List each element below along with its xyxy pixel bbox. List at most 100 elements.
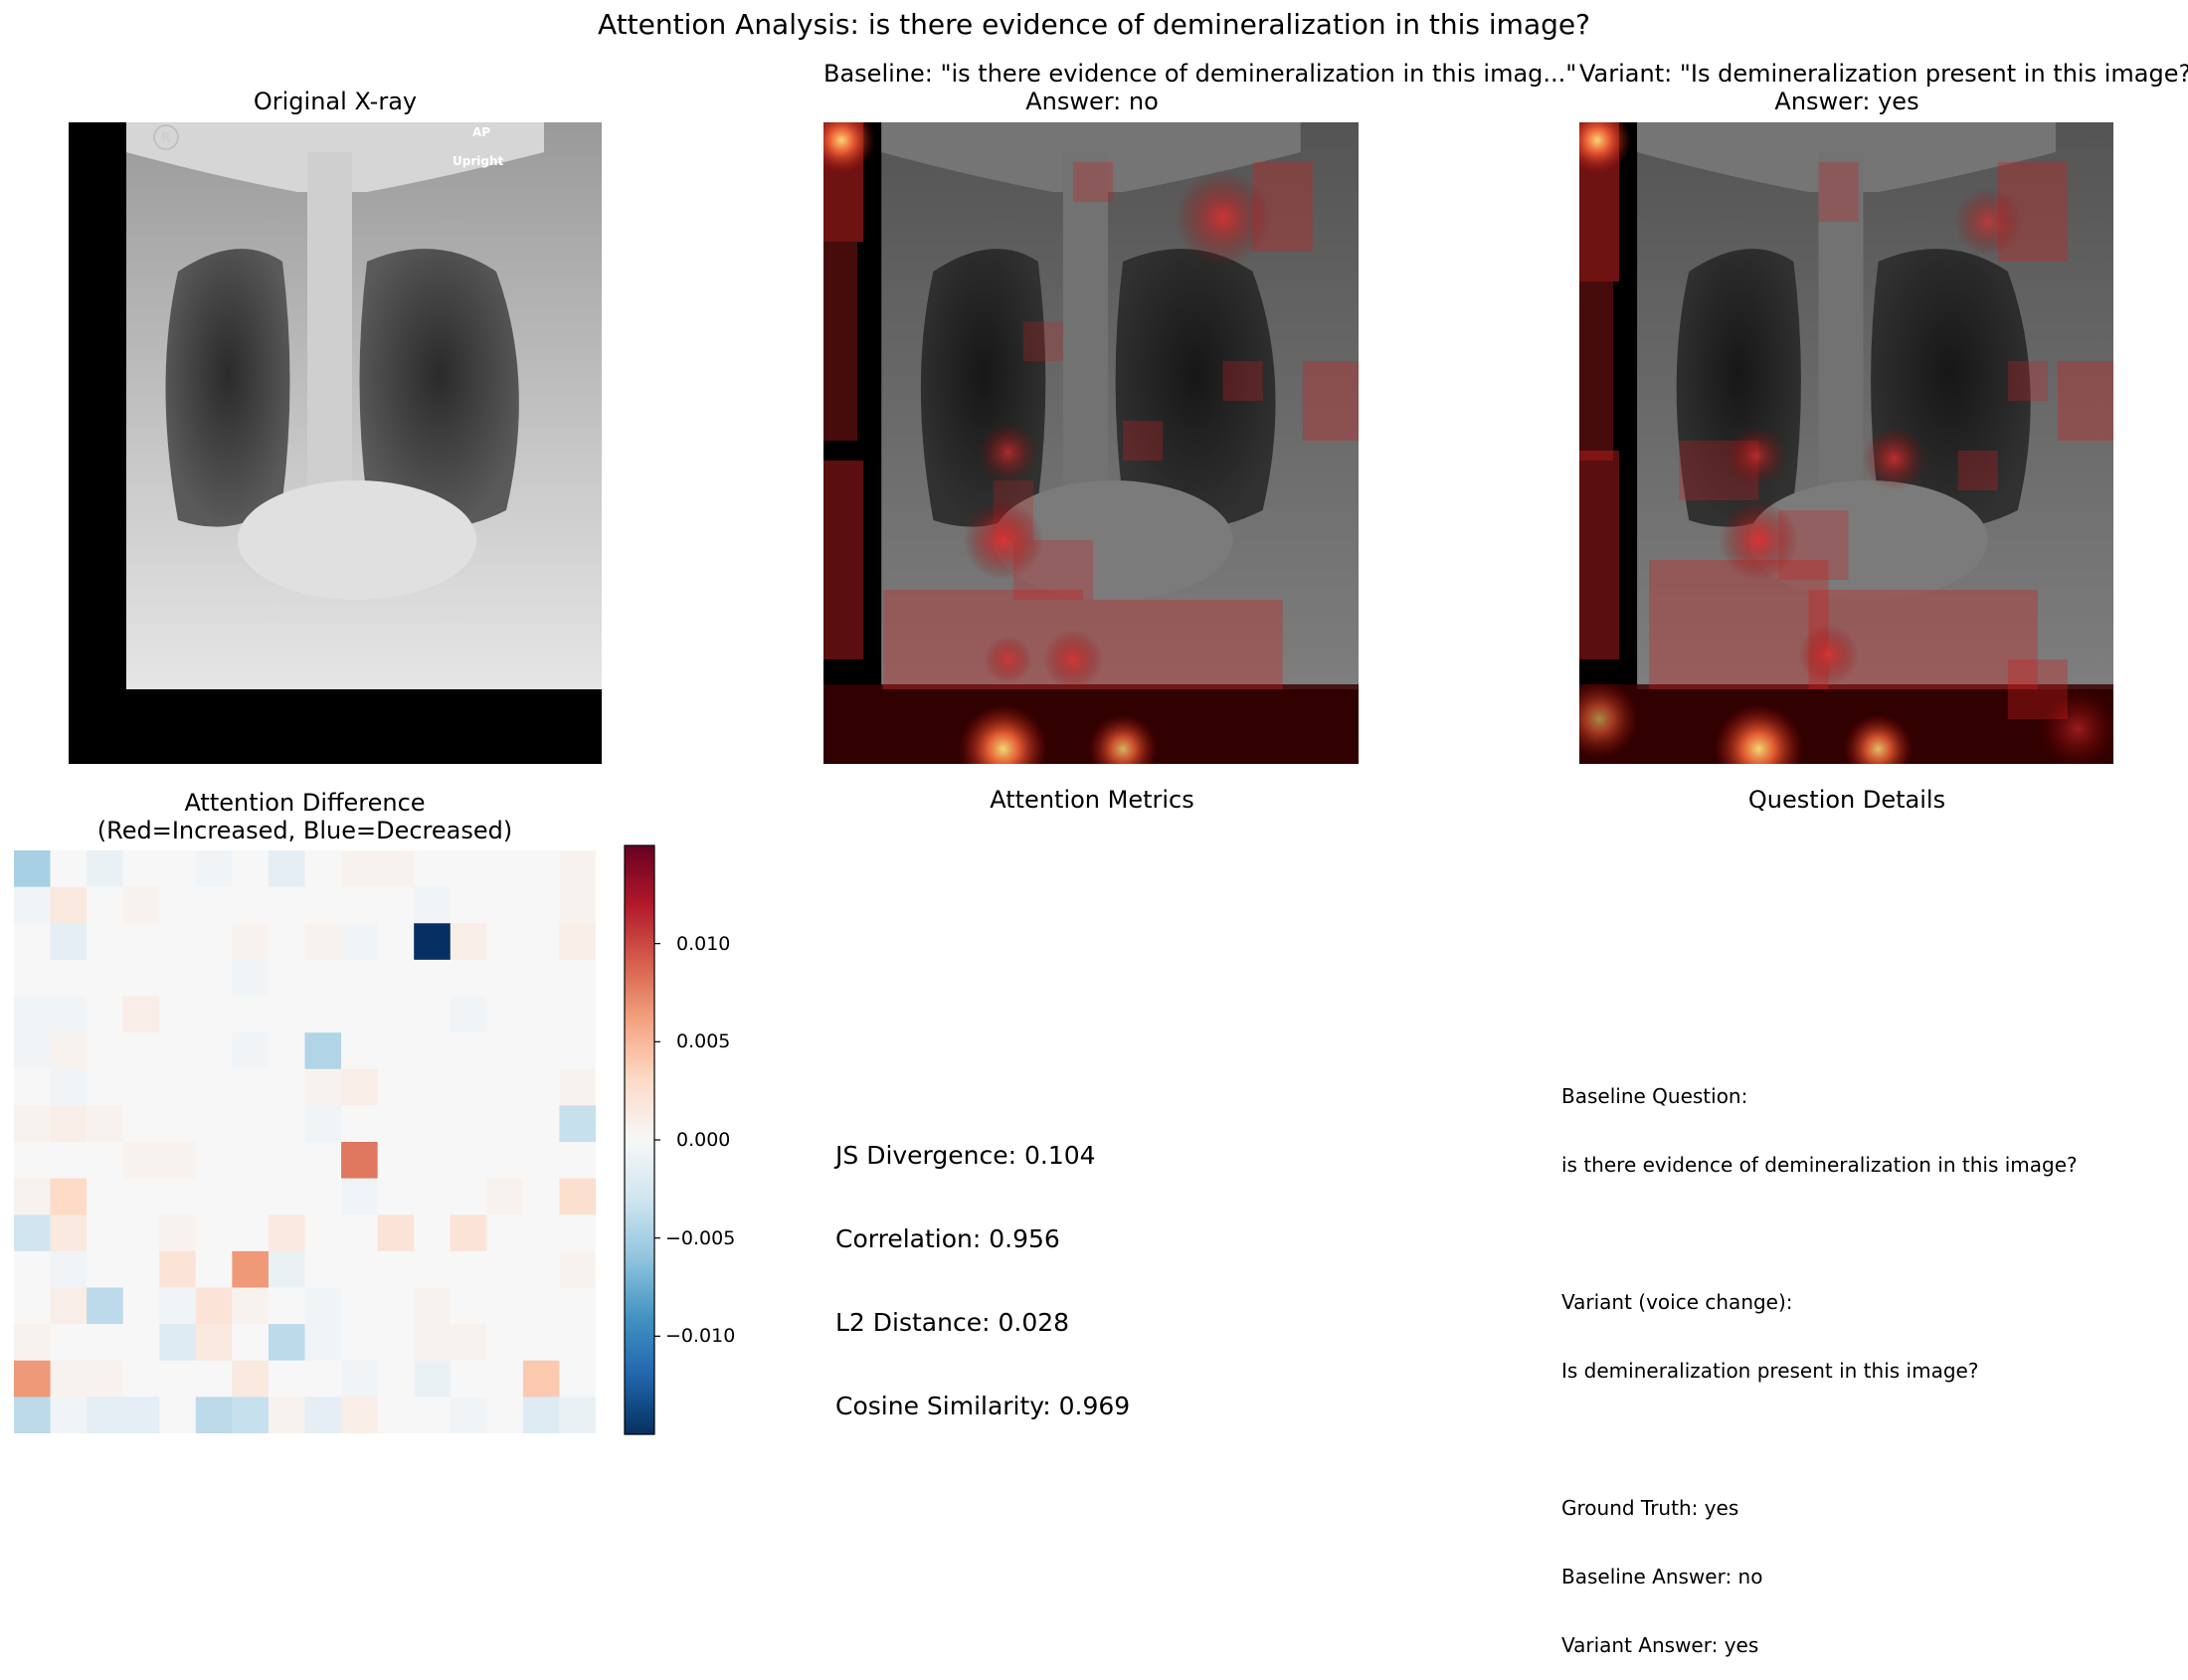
heatmap-cell xyxy=(268,996,305,1033)
heatmap-cell xyxy=(377,886,415,924)
ap-label: AP xyxy=(472,125,490,139)
heatmap-cell xyxy=(232,1214,270,1252)
heatmap-cell xyxy=(122,1360,160,1398)
heatmap-cell xyxy=(50,1250,88,1289)
heatmap-cell xyxy=(414,996,452,1033)
heatmap-cell xyxy=(268,1178,305,1215)
heatmap-cell xyxy=(14,886,52,924)
heatmap-cell xyxy=(195,886,233,924)
attention-patch xyxy=(1818,162,1859,222)
details-text: Baseline Question: is there evidence of … xyxy=(1561,1039,2078,1680)
heatmap-cell xyxy=(87,1324,124,1362)
details-line: Baseline Question: xyxy=(1561,1084,1748,1108)
heatmap-cell xyxy=(341,1324,379,1362)
heatmap-cell xyxy=(522,1068,560,1106)
heatmap-cell xyxy=(341,1142,379,1180)
heatmap-cell xyxy=(304,996,342,1033)
heatmap-cell xyxy=(304,1178,342,1215)
heatmap-cell xyxy=(414,886,452,924)
heatmap-cell xyxy=(50,1178,88,1215)
heatmap-cell xyxy=(50,996,88,1033)
heatmap-cell xyxy=(159,996,197,1033)
heatmap-cell xyxy=(232,850,270,888)
heatmap-cell xyxy=(14,1324,52,1362)
heatmap-cell xyxy=(159,923,197,961)
heatmap-cell xyxy=(195,1105,233,1143)
heatmap-cell xyxy=(159,1397,197,1433)
heatmap-cell xyxy=(341,1105,379,1143)
heatmap-cell xyxy=(268,1142,305,1180)
heatmap-cell xyxy=(14,1214,52,1252)
heatmap-cell xyxy=(450,1324,487,1362)
heatmap-cell xyxy=(87,923,124,961)
heatmap-cell xyxy=(377,1178,415,1215)
attention-hotspot xyxy=(1719,500,1799,580)
heatmap-cell xyxy=(122,1287,160,1325)
attention-hotspot xyxy=(1843,714,1914,764)
heatmap-cell xyxy=(50,923,88,961)
heatmap-cell xyxy=(159,1287,197,1325)
heatmap-cell xyxy=(341,850,379,888)
baseline-panel-title-line2: Answer: no xyxy=(1025,88,1159,115)
heatmap-cell xyxy=(304,1324,342,1362)
heatmap-cell xyxy=(232,1250,270,1289)
attention-hotspot xyxy=(1798,625,1859,684)
heatmap-cell xyxy=(268,1214,305,1252)
heatmap-cell xyxy=(341,1287,379,1325)
colorbar-tick-label: 0.005 xyxy=(676,1030,731,1053)
heatmap-cell xyxy=(304,1068,342,1106)
heatmap-cell xyxy=(268,959,305,998)
heatmap-cell xyxy=(195,1032,233,1070)
heatmap-cell xyxy=(486,996,524,1033)
heatmap-cell xyxy=(195,1178,233,1215)
heatmap-cell xyxy=(559,1397,596,1433)
attention-patch xyxy=(2057,361,2113,441)
heatmap-cell xyxy=(14,996,52,1033)
heatmap-cell xyxy=(377,1287,415,1325)
heatmap-cell xyxy=(486,923,524,961)
heatmap-cell xyxy=(522,1360,560,1398)
attention-hotspot xyxy=(1953,188,2022,256)
heatmap-cell xyxy=(159,1360,197,1398)
heatmap-cell xyxy=(268,1032,305,1070)
heatmap-cell xyxy=(87,1142,124,1180)
heatmap-cell xyxy=(87,1287,124,1325)
heatmap-cell xyxy=(122,1397,160,1433)
heatmap-cell xyxy=(377,959,415,998)
heatmap-cell xyxy=(559,886,596,924)
heatmap-cell xyxy=(268,1250,305,1289)
heatmap-cell xyxy=(377,996,415,1033)
details-line: is there evidence of demineralization in… xyxy=(1561,1153,2078,1177)
heatmap-cell xyxy=(122,1250,160,1289)
heatmap-cell xyxy=(195,1287,233,1325)
heatmap-cell xyxy=(159,1032,197,1070)
heatmap-cell xyxy=(559,959,596,998)
heatmap-cell xyxy=(122,1068,160,1106)
metric-cosine-similarity: Cosine Similarity: 0.969 xyxy=(835,1392,1131,1420)
heatmap-cell xyxy=(87,1250,124,1289)
heatmap-cell xyxy=(14,1032,52,1070)
heatmap-cell xyxy=(87,1032,124,1070)
original-xray-image: R AP Upright xyxy=(69,122,602,764)
metric-correlation: Correlation: 0.956 xyxy=(835,1224,1060,1253)
heatmap-cell xyxy=(414,1178,452,1215)
heatmap-cell xyxy=(304,1287,342,1325)
attention-patch xyxy=(1222,361,1263,401)
heatmap-cell xyxy=(87,1397,124,1433)
heatmap-cell xyxy=(559,1068,596,1106)
heatmap-cell xyxy=(122,996,160,1033)
baseline-attention-overlay xyxy=(823,122,1359,764)
heatmap-cell xyxy=(122,923,160,961)
heatmap-cell xyxy=(14,1105,52,1143)
heatmap-cell xyxy=(522,923,560,961)
attention-patch xyxy=(1123,421,1164,461)
heatmap-cell xyxy=(304,1360,342,1398)
heatmap-cell xyxy=(414,1105,452,1143)
heatmap-cell xyxy=(195,1068,233,1106)
heatmap-cell xyxy=(87,1214,124,1252)
heatmap-cell xyxy=(414,1250,452,1289)
heatmap-cell xyxy=(522,996,560,1033)
heatmap-cell xyxy=(377,1032,415,1070)
heatmap-cell xyxy=(450,996,487,1033)
heatmap-cell xyxy=(341,1178,379,1215)
